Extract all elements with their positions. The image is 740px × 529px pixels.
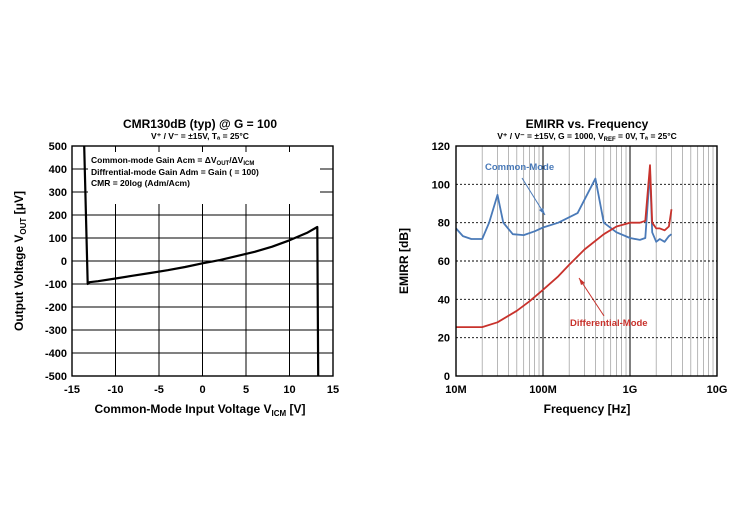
- cmr-x-tick-label: 15: [327, 384, 339, 396]
- emirr-x-tick-label: 100M: [529, 384, 557, 396]
- cmr-y-tick-label: -300: [45, 325, 67, 337]
- differential-mode-label: Differential-Mode: [570, 318, 648, 329]
- emirr-y-tick-label: 20: [438, 333, 450, 345]
- cmr-y-tick-label: 500: [49, 141, 67, 153]
- emirr-x-axis-label: Frequency [Hz]: [544, 402, 631, 416]
- emirr-y-tick-label: 80: [438, 218, 450, 230]
- cmr-y-tick-label: -200: [45, 302, 67, 314]
- cmr-x-tick-label: -10: [108, 384, 124, 396]
- cmr-y-axis-label: Output Voltage VOUT [μV]: [12, 191, 28, 331]
- cmr-annotation-box: [88, 152, 320, 204]
- emirr-x-tick-label: 1G: [623, 384, 638, 396]
- common-mode-line: [455, 169, 673, 243]
- emirr-x-tick-label: 10M: [445, 384, 466, 396]
- cmr-x-tick-label: 5: [243, 384, 249, 396]
- cmr-annotation-3: CMR = 20log (Adm/Acm): [91, 178, 190, 188]
- cmr-x-tick-label: 0: [199, 384, 205, 396]
- cmr-chart: CMR130dB (typ) @ G = 100 V⁺ / V⁻ = ±15V,…: [12, 117, 339, 418]
- cmr-y-tick-label: 300: [49, 187, 67, 199]
- emirr-x-tick-label: 10G: [707, 384, 728, 396]
- common-mode-label: Common-Mode: [485, 162, 554, 173]
- differential-mode-arrowhead: [579, 278, 585, 285]
- common-mode-arrowhead: [539, 208, 545, 215]
- cmr-x-tick-label: 10: [283, 384, 295, 396]
- emirr-y-tick-label: 0: [444, 371, 450, 383]
- common-mode-arrow: [521, 177, 546, 216]
- emirr-y-tick-label: 40: [438, 294, 450, 306]
- emirr-y-tick-label: 60: [438, 256, 450, 268]
- cmr-y-tick-label: -100: [45, 279, 67, 291]
- emirr-y-axis-label: EMIRR [dB]: [397, 228, 411, 294]
- cmr-chart-subtitle: V⁺ / V⁻ = ±15V, Tₐ = 25°C: [151, 131, 249, 141]
- differential-mode-arrow: [578, 277, 605, 317]
- emirr-y-tick-label: 100: [432, 179, 450, 191]
- differential-mode-line: [456, 164, 673, 329]
- cmr-plot-frame: [71, 145, 334, 377]
- cmr-annotation-2: Diffrential-mode Gain Adm = Gain ( = 100…: [91, 167, 259, 177]
- cmr-y-tick-label: 400: [49, 164, 67, 176]
- emirr-plot-frame: [455, 145, 718, 377]
- cmr-output-line: [83, 145, 320, 377]
- emirr-y-tick-label: 120: [432, 141, 450, 153]
- cmr-x-tick-label: -15: [64, 384, 80, 396]
- cmr-y-tick-label: -500: [45, 371, 67, 383]
- cmr-series: [83, 145, 320, 377]
- cmr-y-tick-label: -400: [45, 348, 67, 360]
- cmr-x-tick-label: -5: [154, 384, 164, 396]
- emirr-chart-subtitle: V⁺ / V⁻ = ±15V, G = 1000, VREF = 0V, Tₐ …: [497, 131, 677, 143]
- cmr-y-tick-label: 0: [61, 256, 67, 268]
- cmr-chart-title: CMR130dB (typ) @ G = 100: [123, 117, 277, 131]
- emirr-chart: EMIRR vs. Frequency V⁺ / V⁻ = ±15V, G = …: [397, 117, 727, 416]
- emirr-grid: [455, 145, 718, 377]
- cmr-x-axis-label: Common-Mode Input Voltage VICM [V]: [94, 402, 305, 418]
- cmr-ticks: -15 -10 -5 0 5 10 15 -500 -400 -300 -200 -100 0 100 20…: [45, 141, 339, 396]
- cmr-annotation-1: Common-mode Gain Acm = ΔVOUT/ΔVICM: [91, 155, 254, 167]
- cmr-y-tick-label: 200: [49, 210, 67, 222]
- cmr-y-tick-label: 100: [49, 233, 67, 245]
- emirr-ticks: 10M 100M 1G 10G 0 20 40 60 80 100 120: [432, 141, 728, 396]
- emirr-chart-title: EMIRR vs. Frequency: [526, 117, 649, 131]
- emirr-series: [455, 164, 673, 329]
